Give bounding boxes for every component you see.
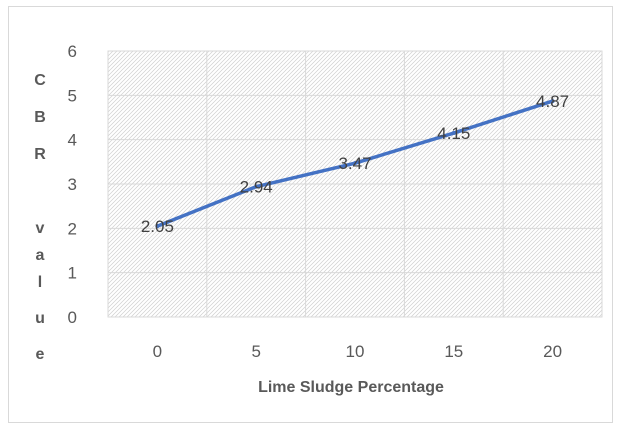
x-tick-label: 0 — [153, 342, 162, 361]
y-tick-label: 5 — [68, 86, 77, 105]
y-axis-title-letter: e — [36, 346, 45, 363]
data-point — [155, 224, 160, 229]
y-tick-label: 3 — [68, 175, 77, 194]
x-axis-ticks: 0 5 10 15 20 — [153, 342, 562, 361]
x-tick-label: 10 — [346, 342, 365, 361]
y-axis-title-letter: u — [35, 310, 45, 327]
data-label: 4.15 — [437, 124, 470, 143]
y-tick-label: 0 — [68, 308, 77, 327]
data-labels: 2.05 2.94 3.47 4.15 4.87 — [141, 92, 569, 236]
data-label: 2.05 — [141, 217, 174, 236]
y-tick-label: 4 — [68, 131, 77, 150]
data-point — [353, 161, 357, 166]
y-axis-title-letter: B — [34, 109, 46, 126]
gridlines — [107, 50, 603, 318]
x-axis-title: Lime Sludge Percentage — [258, 379, 444, 396]
y-axis-title-letter: v — [36, 220, 45, 237]
y-tick-label: 2 — [68, 219, 77, 238]
y-tick-label: 6 — [68, 42, 77, 61]
data-point — [451, 131, 456, 136]
y-tick-label: 1 — [68, 264, 77, 283]
data-point — [254, 184, 259, 189]
data-label: 2.94 — [240, 178, 273, 197]
y-axis-title-letter: l — [38, 274, 42, 291]
y-axis-title-letter: a — [36, 247, 45, 264]
data-label: 4.87 — [536, 92, 569, 111]
data-point — [550, 99, 555, 104]
y-axis-title-letter: R — [34, 146, 46, 163]
x-tick-label: 20 — [543, 342, 562, 361]
x-tick-label: 5 — [251, 342, 260, 361]
x-tick-label: 15 — [444, 342, 463, 361]
data-label: 3.47 — [338, 154, 371, 173]
y-axis-title-letter: C — [34, 72, 46, 89]
y-axis-ticks: 0 1 2 3 4 5 6 — [68, 42, 77, 327]
series-layer — [155, 99, 555, 229]
